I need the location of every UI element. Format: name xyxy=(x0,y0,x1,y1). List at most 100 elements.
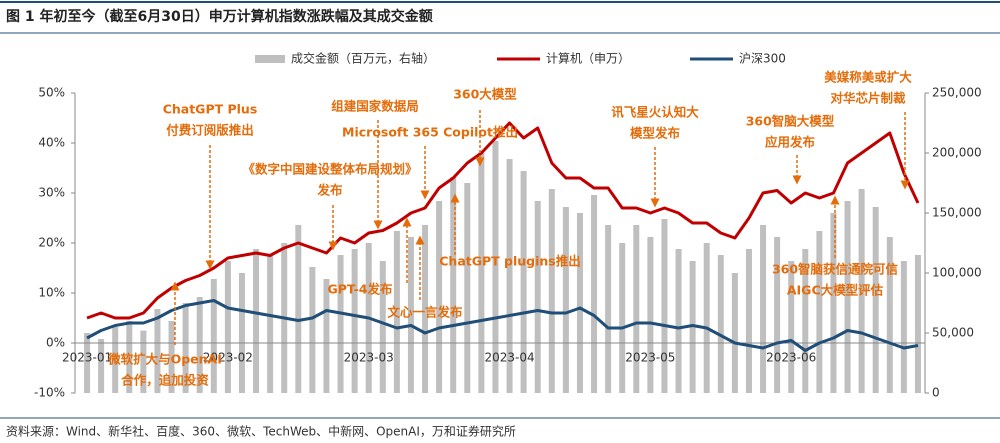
bar xyxy=(407,237,414,393)
legend-label: 计算机（申万） xyxy=(546,51,630,66)
legend-swatch xyxy=(255,55,285,63)
annotation: 模型发布 xyxy=(630,126,681,141)
annotation: 组建国家数据局 xyxy=(331,99,419,114)
bar xyxy=(900,261,907,393)
bar xyxy=(267,255,274,393)
annotation: 360智脑大模型 xyxy=(746,114,835,129)
bar xyxy=(647,237,654,393)
bar xyxy=(605,225,612,393)
y-tick-label: 40% xyxy=(38,136,65,150)
bar xyxy=(295,225,302,393)
y2-tick-label: 50,000 xyxy=(932,326,974,340)
bar xyxy=(788,261,795,393)
bar xyxy=(323,279,330,393)
source: 资料来源：Wind、新华社、百度、360、微软、TechWeb、中新网、Open… xyxy=(6,424,516,439)
annotation: 发布 xyxy=(316,183,343,198)
bar xyxy=(619,243,626,393)
x-tick-label: 2023-02 xyxy=(203,351,253,365)
bar xyxy=(253,249,260,393)
y2-tick-label: 0 xyxy=(932,386,940,400)
y2-tick-label: 150,000 xyxy=(932,206,982,220)
bar xyxy=(422,225,429,393)
bar xyxy=(126,321,133,393)
bar xyxy=(168,321,175,393)
bar xyxy=(562,207,569,393)
annotation: Microsoft 365 Copilot推出 xyxy=(342,125,518,140)
bar xyxy=(492,141,499,393)
bar xyxy=(576,213,583,393)
bar xyxy=(337,255,344,393)
y2-tick-label: 200,000 xyxy=(932,146,982,160)
bar xyxy=(154,309,161,393)
bar xyxy=(830,213,837,393)
bar xyxy=(309,267,316,393)
bar xyxy=(717,255,724,393)
bar xyxy=(774,237,781,393)
bar xyxy=(224,261,231,393)
bar xyxy=(436,201,443,393)
bar xyxy=(886,237,893,393)
x-tick-label: 2023-01 xyxy=(62,351,112,365)
chart-title: 图 1 年初至今（截至6月30日）申万计算机指数涨跌幅及其成交金额 xyxy=(6,8,433,25)
annotation: GPT-4发布 xyxy=(328,282,393,297)
bar xyxy=(802,249,809,393)
y-tick-label: 0% xyxy=(46,336,65,350)
annotation: 美媒称美或扩大 xyxy=(824,70,912,85)
bar xyxy=(140,330,147,393)
x-tick-label: 2023-04 xyxy=(484,351,534,365)
bar xyxy=(351,249,358,393)
y-tick-label: 10% xyxy=(38,286,65,300)
annotation: 付费订阅版推出 xyxy=(166,123,254,138)
annotation: AIGC大模型评估 xyxy=(787,283,884,298)
annotation: 讯飞星火认知大 xyxy=(611,105,699,120)
bar xyxy=(534,201,541,393)
bar xyxy=(379,261,386,393)
bar xyxy=(633,225,640,393)
annotation: 微软扩大与OpenAI xyxy=(107,352,222,367)
bar xyxy=(816,231,823,393)
bar xyxy=(450,177,457,393)
x-tick-label: 2023-05 xyxy=(625,351,675,365)
bar xyxy=(210,279,217,393)
bar xyxy=(661,219,668,393)
bar xyxy=(731,273,738,393)
bar xyxy=(84,333,91,393)
bar xyxy=(182,303,189,393)
annotation: 《数字中国建设整体布局规划》 xyxy=(242,162,417,177)
legend-label: 沪深300 xyxy=(739,52,786,66)
annotation: ChatGPT plugins推出 xyxy=(439,254,581,269)
y-tick-label: -10% xyxy=(34,386,65,400)
y-tick-label: 50% xyxy=(38,86,65,100)
bar xyxy=(548,189,555,393)
bar xyxy=(478,153,485,393)
bar xyxy=(464,183,471,393)
bar xyxy=(914,255,921,393)
bar xyxy=(238,273,245,393)
y-tick-label: 30% xyxy=(38,186,65,200)
y2-tick-label: 100,000 xyxy=(932,266,982,280)
annotation: 对华芯片制裁 xyxy=(830,91,906,106)
bar xyxy=(844,201,851,393)
annotation: ChatGPT Plus xyxy=(163,102,258,117)
line xyxy=(86,121,920,320)
bar xyxy=(393,231,400,393)
y2-tick-label: 250,000 xyxy=(932,86,982,100)
annotation: 文心一言发布 xyxy=(387,305,463,320)
annotation: 360大模型 xyxy=(453,87,517,102)
bar xyxy=(858,189,865,393)
bar xyxy=(98,339,105,393)
y-tick-label: 20% xyxy=(38,236,65,250)
x-tick-label: 2023-06 xyxy=(766,351,816,365)
legend-label: 成交金额（百万元，右轴） xyxy=(291,51,435,66)
annotation: 应用发布 xyxy=(765,135,816,150)
bar xyxy=(112,327,119,393)
line xyxy=(86,299,919,352)
bar xyxy=(872,207,879,393)
annotation: 360智脑获信通院可信 xyxy=(772,262,899,277)
bar xyxy=(506,159,513,393)
bar xyxy=(196,297,203,393)
x-tick-label: 2023-03 xyxy=(344,351,394,365)
bar xyxy=(745,249,752,393)
bar xyxy=(760,225,767,393)
